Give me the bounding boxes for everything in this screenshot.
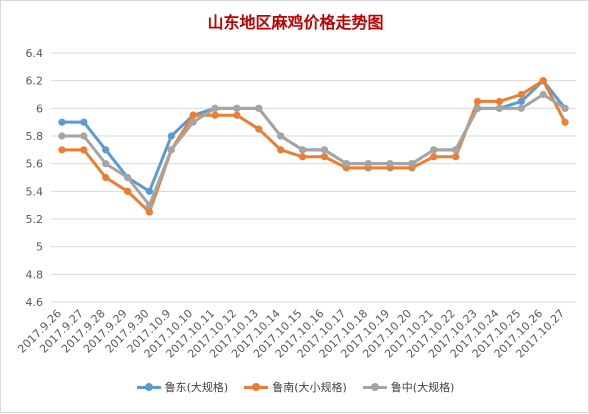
legend-label: 鲁东(大规格) — [164, 381, 229, 394]
data-point — [342, 160, 350, 168]
legend-swatch — [362, 382, 387, 392]
data-point — [102, 146, 110, 154]
data-point — [123, 173, 132, 182]
data-point — [233, 111, 241, 119]
data-point — [517, 90, 525, 99]
data-point — [452, 146, 460, 154]
y-tick-label: 5 — [36, 241, 43, 254]
data-point — [102, 160, 110, 168]
data-point — [145, 201, 154, 209]
series-line-2 — [61, 93, 566, 207]
y-tick-label: 6.2 — [26, 75, 44, 88]
data-point — [408, 160, 416, 168]
legend-swatch — [136, 382, 161, 392]
data-point — [211, 104, 219, 112]
data-point — [495, 97, 504, 106]
data-point — [517, 97, 525, 106]
data-point — [517, 104, 525, 112]
data-point — [298, 146, 307, 154]
y-tick-label: 5.8 — [26, 130, 44, 143]
data-point — [561, 104, 569, 112]
data-point — [539, 77, 547, 85]
data-point — [364, 160, 372, 168]
legend-label: 鲁南(大小规格) — [272, 381, 347, 394]
data-point — [452, 153, 460, 161]
data-point — [189, 111, 197, 119]
legend-item: 鲁东(大规格) — [136, 379, 229, 395]
y-tick-label: 4.6 — [26, 296, 44, 309]
data-point — [430, 146, 438, 154]
data-point — [539, 90, 547, 99]
y-tick-label: 6 — [36, 102, 43, 115]
y-tick-label: 4.8 — [26, 268, 44, 281]
data-point — [386, 160, 394, 168]
data-point — [495, 104, 504, 112]
data-point — [145, 208, 154, 216]
data-point — [167, 146, 175, 154]
legend-item: 鲁南(大小规格) — [244, 379, 347, 395]
data-point — [189, 118, 197, 126]
data-point — [145, 187, 154, 195]
data-point — [561, 118, 569, 126]
data-point — [211, 111, 219, 119]
series-line-1 — [61, 79, 567, 214]
legend-item: 鲁中(大规格) — [362, 379, 455, 395]
chart-title: 山东地区麻鸡价格走势图 — [207, 13, 384, 32]
y-tick-label: 5.2 — [26, 213, 44, 226]
data-point — [298, 153, 307, 161]
data-point — [58, 118, 66, 126]
y-tick-label: 6.4 — [26, 47, 44, 60]
data-point — [80, 132, 88, 140]
data-point — [430, 153, 438, 161]
data-point — [277, 132, 285, 140]
data-point — [255, 125, 263, 133]
data-point — [167, 132, 175, 140]
data-point — [233, 104, 241, 112]
data-point — [473, 97, 482, 106]
data-point — [80, 146, 88, 154]
y-tick-label: 5.4 — [26, 185, 44, 198]
legend-swatch — [244, 382, 269, 392]
data-point — [255, 104, 263, 112]
data-point — [123, 187, 132, 195]
data-point — [58, 132, 66, 140]
data-point — [320, 153, 329, 161]
data-point — [80, 118, 88, 126]
legend: 鲁东(大规格) 鲁南(大小规格) 鲁中(大规格) — [1, 379, 589, 395]
data-point — [102, 173, 110, 182]
data-point — [277, 146, 285, 154]
y-tick-label: 5.6 — [26, 158, 44, 171]
data-point — [58, 146, 66, 154]
legend-label: 鲁中(大规格) — [390, 381, 455, 394]
data-point — [473, 104, 482, 112]
data-point — [320, 146, 329, 154]
